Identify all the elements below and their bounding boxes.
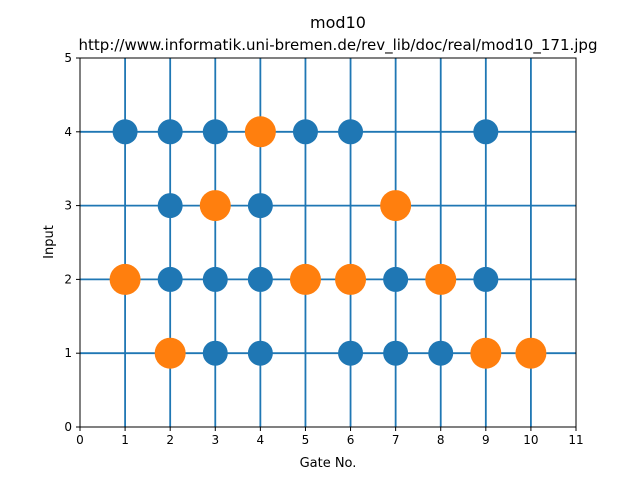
control-point	[112, 119, 138, 145]
y-axis-label: Input	[42, 225, 57, 259]
plot-area: 0 1 2 3 4 5 6 7 8 9 10 11 0 1 2 3 4 5	[64, 51, 583, 447]
axes-frame	[79, 57, 577, 428]
control-point	[338, 340, 364, 366]
x-axis-label: Gate No.	[300, 456, 357, 471]
control-point	[292, 119, 318, 145]
control-point	[247, 266, 273, 292]
control-point	[428, 340, 454, 366]
target-point	[199, 190, 231, 222]
y-tick-label: 3	[64, 199, 72, 213]
y-tick-label: 2	[64, 272, 72, 286]
y-tick-label: 5	[64, 51, 72, 65]
target-point	[425, 263, 457, 295]
target-point	[109, 263, 141, 295]
x-tick-label: 6	[347, 433, 355, 447]
x-tick-label: 3	[211, 433, 219, 447]
y-tick-label: 0	[64, 420, 72, 434]
control-point	[157, 119, 183, 145]
target-point	[470, 337, 502, 369]
target-point	[154, 337, 186, 369]
target-point	[289, 263, 321, 295]
target-point	[515, 337, 547, 369]
chart-title: mod10	[310, 13, 366, 32]
control-point	[473, 266, 499, 292]
control-point	[383, 340, 409, 366]
target-point	[380, 190, 412, 222]
control-point	[202, 266, 228, 292]
control-point	[157, 193, 183, 219]
control-point	[473, 119, 499, 145]
control-point	[202, 119, 228, 145]
x-tick-label: 4	[257, 433, 265, 447]
y-tick-label: 4	[64, 125, 72, 139]
x-tick-label: 1	[121, 433, 129, 447]
control-point	[247, 193, 273, 219]
x-tick-label: 10	[523, 433, 538, 447]
target-point	[335, 263, 367, 295]
target-point	[244, 116, 276, 148]
y-tick-label: 1	[64, 346, 72, 360]
x-tick-label: 9	[482, 433, 490, 447]
x-tick-label: 8	[437, 433, 445, 447]
x-tick-label: 11	[568, 433, 583, 447]
x-tick-label: 2	[166, 433, 174, 447]
x-tick-label: 7	[392, 433, 400, 447]
control-point	[247, 340, 273, 366]
control-point	[383, 266, 409, 292]
control-point	[202, 340, 228, 366]
control-point	[338, 119, 364, 145]
x-tick-label: 0	[76, 433, 84, 447]
chart-subtitle: http://www.informatik.uni-bremen.de/rev_…	[79, 36, 598, 55]
control-point	[157, 266, 183, 292]
x-tick-label: 5	[302, 433, 310, 447]
